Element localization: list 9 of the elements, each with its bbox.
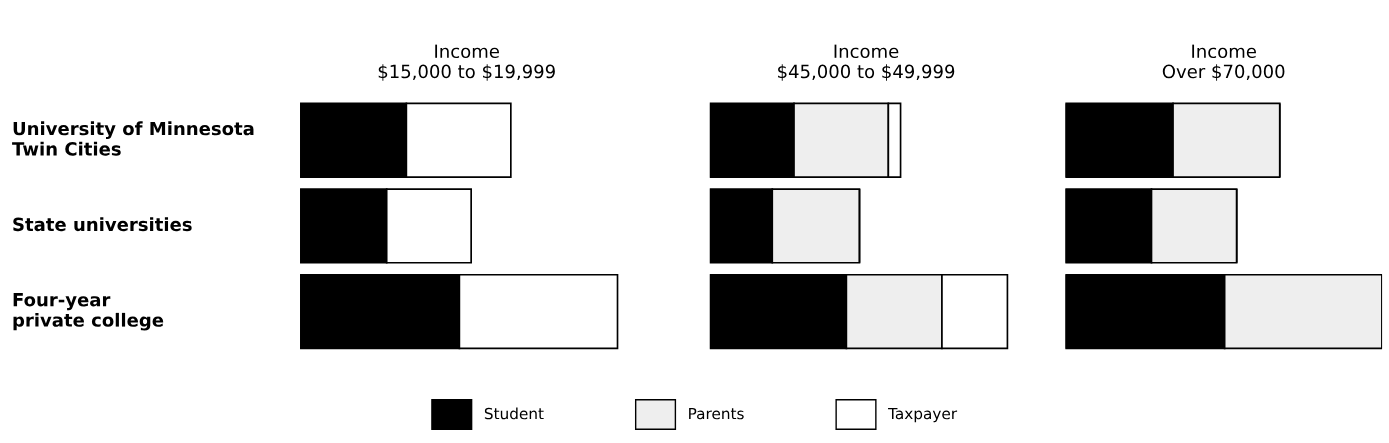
y-tick-label: Four-year private college [13, 293, 164, 331]
y-tick-label: University of Minnesota Twin Cities [12, 121, 254, 156]
chart-title: Income $45,000 to $49,999 [778, 44, 955, 81]
legend-label: Parents [689, 407, 744, 420]
legend-label: Taxpayer [888, 407, 958, 423]
legend-label: Student [484, 407, 544, 420]
chart-title: Income Over $70,000 [1162, 44, 1285, 81]
y-tick-label: State universities [13, 217, 192, 232]
chart-title: Income $15,000 to $19,999 [378, 44, 555, 81]
